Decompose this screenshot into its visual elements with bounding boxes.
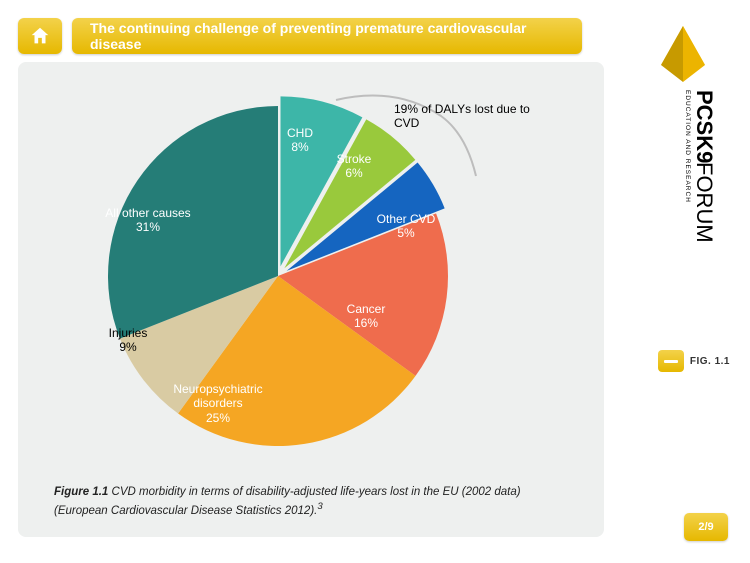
- annotation-text: 19% of DALYs lost due to CVD: [394, 102, 534, 130]
- pie-chart: CHD8%Stroke6%Other CVD5%Cancer16%Neurops…: [36, 76, 586, 466]
- figure-caption: Figure 1.1 CVD morbidity in terms of dis…: [54, 484, 568, 519]
- chart-panel: CHD8%Stroke6%Other CVD5%Cancer16%Neurops…: [18, 62, 604, 537]
- page-title: The continuing challenge of preventing p…: [90, 20, 564, 52]
- figure-caption-prefix: Figure 1.1: [54, 486, 108, 498]
- brand-subtitle: EDUCATION AND RESEARCH: [684, 90, 691, 203]
- figure-tag-icon: [658, 350, 684, 372]
- svg-text:FORUM: FORUM: [692, 162, 717, 243]
- home-icon: [29, 25, 51, 47]
- pager[interactable]: 2/9: [684, 513, 728, 541]
- figure-caption-sup: 3: [317, 501, 322, 512]
- pie-svg: [36, 76, 596, 466]
- brand-logo: PCSK9 FORUM EDUCATION AND RESEARCH: [638, 20, 728, 285]
- figure-caption-text: CVD morbidity in terms of disability-adj…: [54, 486, 521, 517]
- figure-tag-label: FIG. 1.1: [690, 356, 730, 367]
- brand-logo-svg: PCSK9 FORUM EDUCATION AND RESEARCH: [638, 20, 728, 280]
- pager-text: 2/9: [698, 521, 713, 533]
- figure-tag[interactable]: FIG. 1.1: [658, 350, 730, 372]
- page-title-pill: The continuing challenge of preventing p…: [72, 18, 582, 54]
- home-button[interactable]: [18, 18, 62, 54]
- svg-text:PCSK9: PCSK9: [692, 90, 717, 163]
